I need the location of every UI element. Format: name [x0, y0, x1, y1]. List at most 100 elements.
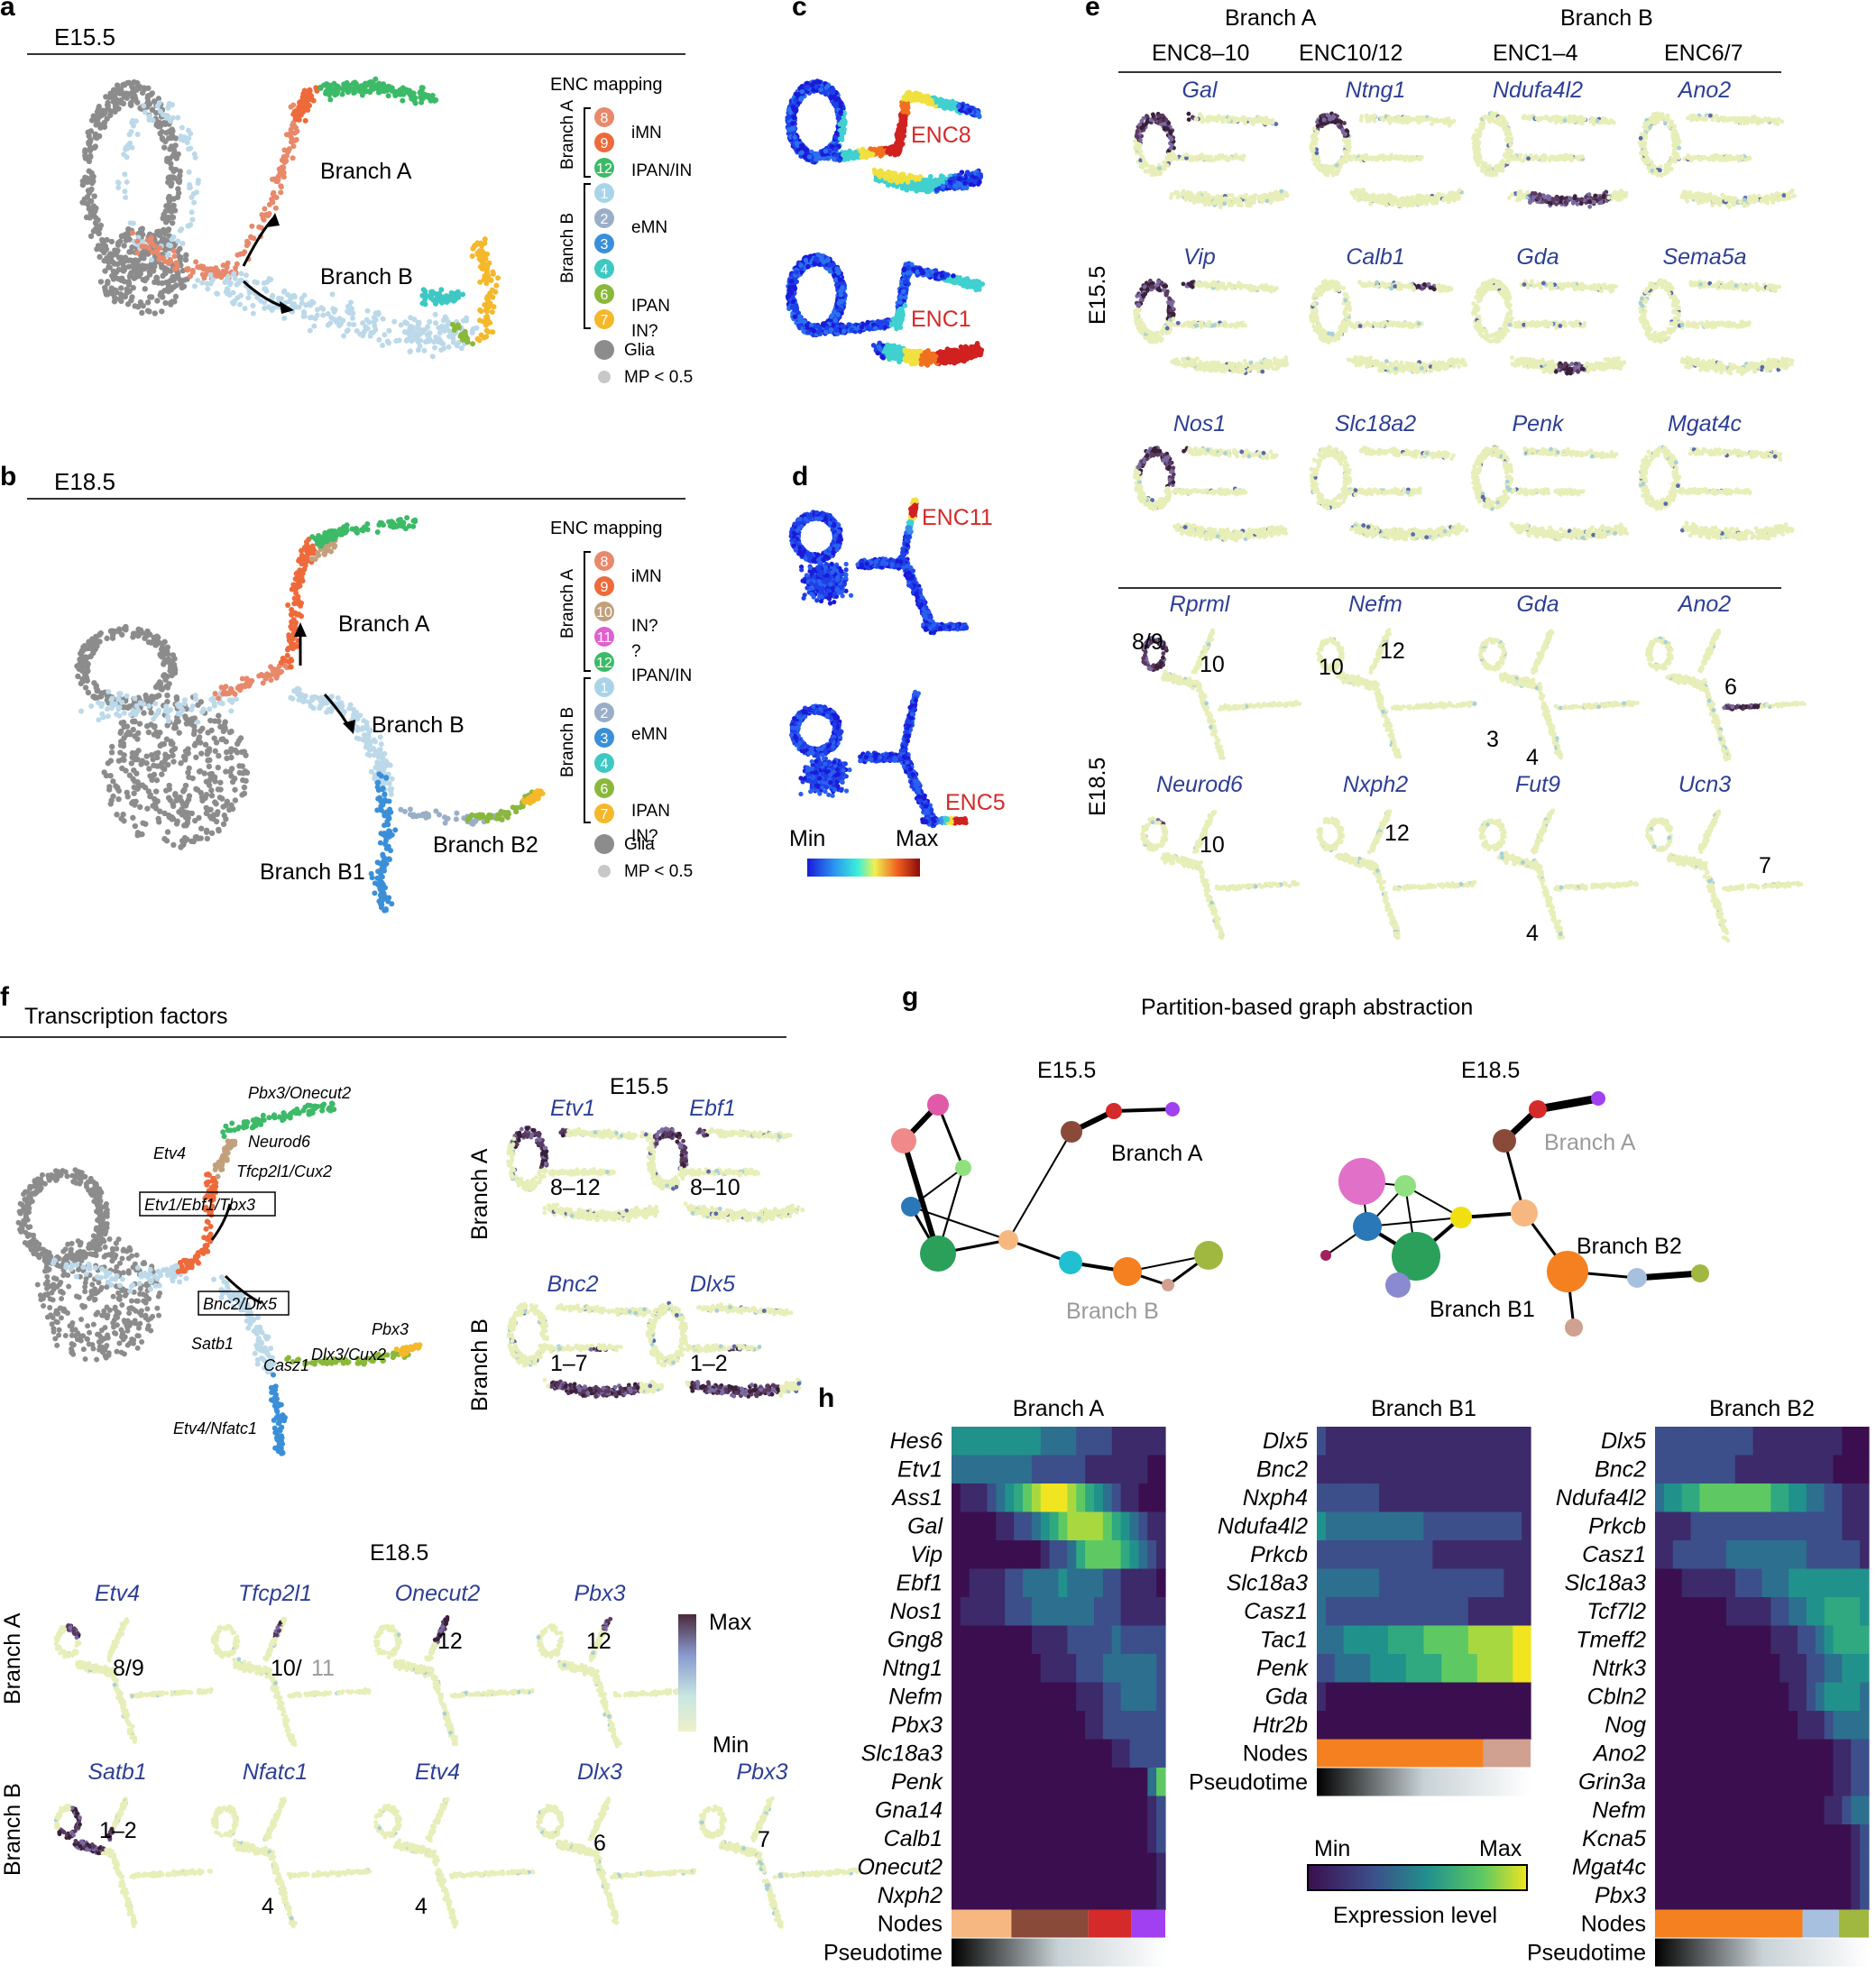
- cell-dot: [790, 125, 796, 132]
- cell-dot: [418, 88, 424, 95]
- cell-dot: [165, 252, 171, 258]
- cell-dot: [286, 632, 292, 638]
- cell-dot: [171, 253, 178, 260]
- cell-dot: [433, 808, 439, 814]
- cell-dot: [786, 106, 792, 113]
- cell-dot: [215, 809, 221, 815]
- cell-dot: [130, 89, 137, 96]
- cell-dot: [197, 728, 204, 734]
- cell-dot: [899, 103, 905, 108]
- legend-text: IN?: [631, 617, 658, 636]
- cell-dot: [895, 148, 901, 154]
- cell-dot: [143, 723, 151, 730]
- cell-dot: [823, 148, 829, 154]
- cell-dot: [159, 771, 165, 777]
- cell-dot: [375, 760, 382, 767]
- cell-dot: [217, 723, 224, 730]
- cell-dot: [169, 143, 175, 151]
- cell-dot: [134, 262, 141, 269]
- cell-dot: [325, 85, 331, 91]
- cell-dot: [100, 248, 107, 255]
- cell-dot: [115, 626, 123, 632]
- cell-dot: [401, 808, 408, 814]
- cell-dot: [92, 207, 98, 215]
- cell-dot: [464, 339, 471, 345]
- cell-dot: [245, 240, 252, 246]
- cell-dot: [460, 291, 466, 298]
- cell-dot: [481, 253, 487, 259]
- cell-dot: [533, 795, 539, 802]
- cell-dot: [181, 277, 188, 283]
- cell-dot: [294, 575, 300, 582]
- cell-dot: [198, 825, 205, 831]
- cell-dot: [148, 234, 154, 241]
- cell-dot: [455, 292, 461, 299]
- legend-text: eMN: [631, 218, 667, 237]
- cell-dot: [149, 776, 155, 784]
- cell-dot: [161, 144, 168, 151]
- cell-dot: [199, 797, 206, 804]
- legend-number: 2: [601, 706, 609, 721]
- cell-dot: [170, 234, 177, 240]
- panel-a-branch-a: Branch A: [320, 159, 412, 184]
- cell-dot: [92, 694, 98, 701]
- cell-dot: [151, 98, 158, 105]
- cell-dot: [124, 90, 130, 96]
- cell-dot: [169, 220, 176, 226]
- cell-dot: [105, 760, 112, 767]
- cell-dot: [124, 145, 131, 152]
- cell-dot: [117, 742, 124, 749]
- cell-dot: [87, 653, 94, 659]
- cell-dot: [160, 639, 167, 647]
- cell-dot: [123, 767, 129, 774]
- cell-dot: [379, 786, 385, 793]
- cell-dot: [165, 261, 171, 267]
- cell-dot: [262, 206, 268, 212]
- cell-dot: [102, 243, 109, 250]
- cell-dot: [479, 812, 485, 818]
- cell-dot: [529, 793, 535, 799]
- cell-dot: [259, 212, 265, 218]
- cell-dot: [325, 310, 331, 317]
- cell-dot: [183, 252, 189, 259]
- cell-dot: [498, 809, 504, 815]
- cell-dot: [447, 297, 454, 303]
- legend-number: 12: [596, 161, 612, 177]
- cell-dot: [228, 746, 234, 752]
- cell-dot: [208, 787, 215, 794]
- cell-dot: [203, 271, 209, 278]
- cell-dot: [299, 574, 305, 581]
- cell-dot: [177, 227, 183, 234]
- cell-dot: [382, 907, 388, 914]
- cell-dot: [232, 786, 238, 793]
- cell-dot: [483, 267, 490, 273]
- cell-dot: [408, 92, 414, 98]
- cell-dot: [168, 662, 174, 668]
- cell-dot: [183, 799, 190, 806]
- cell-dot: [331, 80, 337, 87]
- cell-dot: [124, 154, 130, 161]
- cell-dot: [327, 96, 334, 103]
- cell-dot: [189, 216, 196, 223]
- cell-dot: [79, 199, 86, 206]
- cell-dot: [123, 195, 129, 201]
- cell-dot: [161, 265, 168, 271]
- cell-dot: [101, 119, 107, 126]
- cell-dot: [192, 693, 198, 699]
- cell-dot: [432, 311, 438, 317]
- cell-dot: [182, 748, 189, 755]
- cell-dot: [164, 692, 170, 699]
- cell-dot: [967, 107, 973, 114]
- cell-dot: [490, 271, 496, 277]
- cell-dot: [418, 337, 424, 344]
- cell-dot: [207, 771, 214, 777]
- cell-dot: [439, 323, 446, 329]
- panel-b-stage: E18.5: [54, 468, 115, 495]
- cell-dot: [162, 219, 170, 225]
- cell-dot: [189, 715, 196, 722]
- cell-dot: [317, 84, 324, 90]
- cell-dot: [371, 315, 377, 321]
- cell-dot: [97, 224, 103, 230]
- cell-dot: [97, 253, 103, 261]
- cell-dot: [96, 121, 102, 128]
